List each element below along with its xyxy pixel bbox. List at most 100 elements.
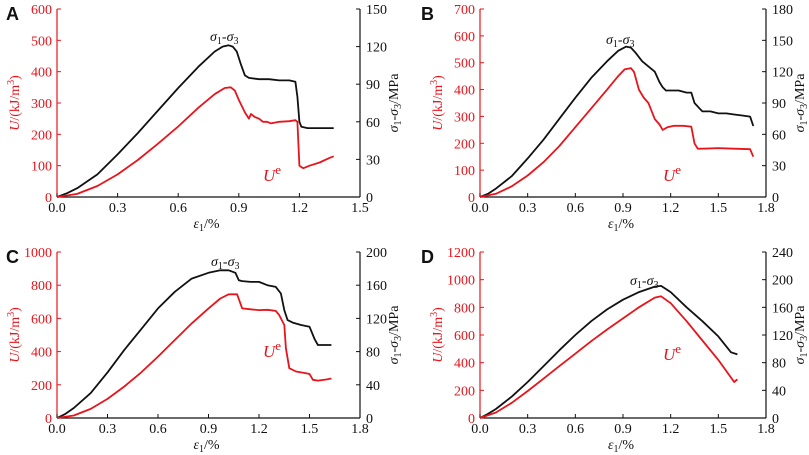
y-left-tick-label: 400 xyxy=(31,346,52,361)
y-left-tick-label: 1200 xyxy=(447,246,475,261)
x-tick-label: 1.5 xyxy=(351,201,369,216)
x-tick-label: 0.6 xyxy=(149,422,167,437)
x-tick-label: 0.6 xyxy=(567,201,585,216)
y-right-tick-label: 180 xyxy=(772,3,793,18)
y-left-tick-label: 100 xyxy=(31,160,52,175)
y-left-tick-label: 400 xyxy=(454,357,475,372)
y-right-tick-label: 160 xyxy=(772,301,793,316)
y-right-tick-label: 60 xyxy=(772,128,786,143)
y-right-tick-label: 80 xyxy=(366,346,380,361)
x-tick-label: 0.3 xyxy=(109,201,127,216)
x-tick-label: 0.0 xyxy=(471,201,489,216)
y-left-tick-label: 200 xyxy=(454,137,475,152)
energy-curve-label: Ue xyxy=(263,338,281,361)
stress-curve-line xyxy=(479,284,738,419)
y-right-axis-title: σ1-σ3/MPa xyxy=(793,305,809,365)
y-right-tick-label: 0 xyxy=(772,412,779,427)
y-right-tick-label: 40 xyxy=(366,379,380,394)
x-tick-label: 0.0 xyxy=(471,422,489,437)
x-axis-title: ε1/% xyxy=(608,217,634,234)
y-left-axis-title: U/(kJ/m3) xyxy=(429,75,446,131)
y-right-tick-label: 80 xyxy=(772,357,786,372)
energy-curve-label: Ue xyxy=(263,162,281,185)
y-left-tick-label: 700 xyxy=(454,3,475,18)
y-left-tick-label: 800 xyxy=(454,301,475,316)
x-tick-label: 0.3 xyxy=(519,422,537,437)
y-left-tick-label: 200 xyxy=(31,128,52,143)
x-axis-title: ε1/% xyxy=(608,438,634,455)
y-right-tick-label: 150 xyxy=(366,3,387,18)
energy-ue-curve-line xyxy=(56,293,332,419)
x-tick-label: 1.2 xyxy=(291,201,309,216)
y-left-tick-label: 100 xyxy=(454,164,475,179)
y-right-tick-label: 160 xyxy=(366,279,387,294)
y-right-tick-label: 120 xyxy=(772,329,793,344)
y-right-tick-label: 240 xyxy=(772,246,793,261)
y-left-tick-label: 300 xyxy=(31,97,52,112)
x-tick-label: 1.5 xyxy=(301,422,319,437)
panel-c: C0.0 0.3 0.6 0.9 1.2 1.5 1.8020040060080010000… xyxy=(6,246,404,455)
energy-ue-curve-line xyxy=(479,67,755,198)
energy-ue-curve-line xyxy=(479,295,738,419)
x-tick-label: 0.0 xyxy=(48,422,66,437)
panel-label: B xyxy=(421,4,434,24)
x-tick-label: 0.3 xyxy=(519,201,537,216)
y-left-tick-label: 600 xyxy=(454,329,475,344)
y-right-tick-label: 0 xyxy=(366,191,373,206)
x-tick-label: 1.2 xyxy=(250,422,268,437)
x-tick-label: 1.8 xyxy=(351,422,369,437)
y-right-tick-label: 120 xyxy=(366,41,387,56)
stress-curve-label: σ1-σ3 xyxy=(211,255,239,272)
y-right-axis-title: σ1-σ3/MPa xyxy=(387,73,404,133)
y-left-axis-title: U/(kJ/m3) xyxy=(429,307,446,363)
y-right-tick-label: 60 xyxy=(366,116,380,131)
y-right-tick-label: 200 xyxy=(366,246,387,261)
x-axis-title: ε1/% xyxy=(193,217,219,234)
y-right-tick-label: 30 xyxy=(366,153,380,168)
x-tick-label: 0.3 xyxy=(99,422,117,437)
y-right-axis-title: σ1-σ3/MPa xyxy=(387,305,404,365)
y-left-tick-label: 200 xyxy=(31,379,52,394)
energy-curve-label: Ue xyxy=(663,162,681,185)
x-tick-label: 0.9 xyxy=(614,422,632,437)
stress-curve-label: σ1-σ3 xyxy=(630,274,658,291)
y-right-tick-label: 40 xyxy=(772,384,786,399)
panel-b: B0.0 0.3 0.6 0.9 1.2 1.5 1.8010020030040050060… xyxy=(421,3,809,234)
y-left-tick-label: 600 xyxy=(31,3,52,18)
y-right-tick-label: 120 xyxy=(366,312,387,327)
y-left-axis-title: U/(kJ/m3) xyxy=(6,75,23,131)
x-tick-label: 0.9 xyxy=(230,201,248,216)
y-right-tick-label: 0 xyxy=(366,412,373,427)
energy-curve-label: Ue xyxy=(663,341,681,364)
stress-curve-label: σ1-σ3 xyxy=(210,30,238,47)
stress-curve-line xyxy=(479,45,755,198)
energy-ue-curve-line xyxy=(56,86,335,198)
x-axis-title: ε1/% xyxy=(193,438,219,455)
panel-a: A0.0 0.3 0.6 0.9 1.2 1.5010020030040050060003… xyxy=(6,3,404,234)
y-right-tick-label: 30 xyxy=(772,160,786,175)
y-right-tick-label: 150 xyxy=(772,34,793,49)
x-tick-label: 0.9 xyxy=(614,201,632,216)
y-left-tick-label: 400 xyxy=(31,66,52,81)
y-left-tick-label: 200 xyxy=(454,384,475,399)
y-right-tick-label: 200 xyxy=(772,274,793,289)
y-left-tick-label: 0 xyxy=(468,191,475,206)
stress-curve-line xyxy=(56,44,334,198)
y-right-tick-label: 90 xyxy=(772,97,786,112)
panel-label: C xyxy=(6,247,19,267)
y-left-tick-label: 400 xyxy=(454,84,475,99)
x-tick-label: 1.5 xyxy=(710,422,728,437)
x-tick-label: 0.9 xyxy=(200,422,218,437)
panel-label: D xyxy=(421,247,434,267)
x-tick-label: 1.8 xyxy=(757,422,775,437)
y-right-tick-label: 0 xyxy=(772,191,779,206)
y-left-tick-label: 1000 xyxy=(447,274,475,289)
y-left-tick-label: 1000 xyxy=(24,246,52,261)
y-left-axis-title: U/(kJ/m3) xyxy=(6,307,23,363)
x-tick-label: 1.2 xyxy=(662,201,680,216)
x-tick-label: 0.6 xyxy=(567,422,585,437)
x-tick-label: 0.6 xyxy=(169,201,187,216)
panel-d: D 0.0 0.3 0.6 0.9 1.2 1.5 1.80 200 400 600 800 1000 1… xyxy=(421,246,809,455)
x-tick-label: 1.2 xyxy=(662,422,680,437)
